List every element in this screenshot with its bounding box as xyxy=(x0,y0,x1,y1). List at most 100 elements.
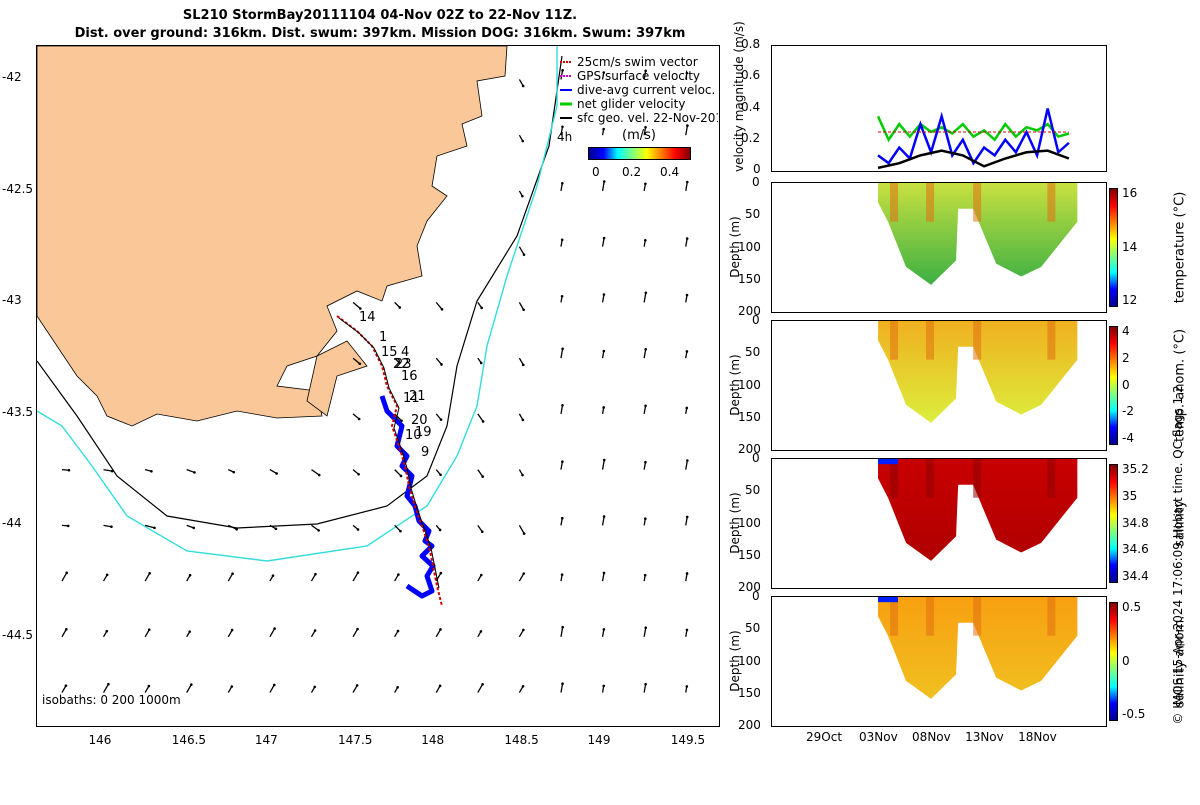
section-plot-salinity xyxy=(878,459,1078,561)
station-label: 9 xyxy=(421,445,429,460)
section-streak xyxy=(926,321,935,360)
section-y-tick: 200 xyxy=(738,718,761,732)
section-streak xyxy=(1047,183,1056,222)
velocity-y-tick: 0.8 xyxy=(741,37,761,51)
velocity-arrow xyxy=(560,238,564,247)
velocity-arrow xyxy=(435,357,443,366)
velocity-arrow xyxy=(518,572,526,582)
velocity-arrow xyxy=(601,628,606,637)
velocity-arrow xyxy=(269,627,276,638)
map-x-tick: 147 xyxy=(254,733,278,747)
velocity-arrow xyxy=(61,468,71,472)
svg-text:net glider velocity: net glider velocity xyxy=(577,97,685,111)
velocity-arrow xyxy=(518,469,524,477)
colorbar-tick: -4 xyxy=(1122,431,1134,445)
velocity-arrow xyxy=(685,180,689,192)
velocity-arrow xyxy=(560,69,564,80)
velocity-series-line xyxy=(877,149,1070,170)
svg-text:sfc geo. vel. 22-Nov-2011: sfc geo. vel. 22-Nov-2011 xyxy=(577,111,718,125)
section-streak xyxy=(926,459,935,498)
station-label: 16 xyxy=(401,369,418,384)
velocity-axes xyxy=(771,45,1107,172)
legend-entry: GPS surface velocity xyxy=(560,69,700,83)
velocity-arrow xyxy=(102,682,110,693)
section-y-tick: 0 xyxy=(752,589,760,603)
colorbar-tick: -0.5 xyxy=(1122,707,1146,721)
map-y-tick: -43.5 xyxy=(2,404,34,419)
section-axes-temp-anom xyxy=(771,320,1107,451)
section-streak xyxy=(926,183,935,222)
velocity-arrow xyxy=(685,685,689,693)
velocity-arrow xyxy=(103,468,114,473)
velocity-arrow xyxy=(435,684,442,693)
map-x-tick: 149.5 xyxy=(670,733,706,747)
colorbar-tick: 0 xyxy=(1122,377,1130,392)
section-y-tick: 200 xyxy=(738,580,761,594)
velocity-arrow xyxy=(560,181,564,192)
velocity-arrow xyxy=(560,125,564,136)
isobath-label: isobaths: 0 200 1000m xyxy=(42,693,181,707)
velocity-arrow xyxy=(269,524,278,531)
velocity-arrow xyxy=(186,683,193,693)
station-label: 14 xyxy=(359,310,376,325)
velocity-arrow xyxy=(518,134,525,143)
velocity-y-tick: 0 xyxy=(753,162,761,176)
glider-track xyxy=(336,315,443,607)
velocity-arrow xyxy=(643,682,647,693)
velocity-arrow xyxy=(394,629,400,638)
svg-text:25cm/s swim vector: 25cm/s swim vector xyxy=(577,55,698,69)
velocity-arrow xyxy=(560,347,564,359)
section-colorbar xyxy=(1109,188,1118,307)
velocity-arrow xyxy=(352,627,359,638)
map-legend: 25cm/s swim vector GPS surface velocity di… xyxy=(558,52,731,137)
velocity-arrow xyxy=(435,628,442,638)
velocity-arrow xyxy=(269,574,275,582)
colorbar-label: temperature (°C) xyxy=(1172,191,1188,303)
section-colorbar xyxy=(1109,602,1118,721)
velocity-arrow xyxy=(643,404,647,414)
velocity-arrow xyxy=(227,685,234,693)
velocity-arrow xyxy=(186,630,192,638)
velocity-arrow xyxy=(685,71,689,80)
section-streak xyxy=(890,183,899,222)
velocity-arrow xyxy=(144,628,151,638)
section-y-tick: 50 xyxy=(745,483,761,498)
colorbar-tick: 34.4 xyxy=(1122,569,1149,583)
colorbar-tick: 0 xyxy=(1122,653,1130,668)
time-tick: 03Nov xyxy=(859,730,898,744)
velocity-arrow xyxy=(352,469,360,476)
velocity-arrow xyxy=(394,469,403,478)
velocity-arrow xyxy=(560,460,564,470)
velocity-arrow xyxy=(601,127,605,136)
map-x-tick: 146.5 xyxy=(171,733,207,747)
colorbar-tick-1: 0.2 xyxy=(622,165,642,179)
section-y-tick: 0 xyxy=(752,451,760,465)
velocity-arrow xyxy=(477,413,485,423)
station-label: 15 xyxy=(381,345,398,360)
velocity-arrow xyxy=(518,525,526,535)
velocity-arrow xyxy=(643,347,648,359)
section-plot-temp-anom xyxy=(878,321,1078,423)
velocity-arrow xyxy=(643,126,647,136)
velocity-arrow xyxy=(394,301,402,309)
section-colorbar xyxy=(1109,464,1118,583)
speed-colorbar xyxy=(588,147,691,160)
section-streak xyxy=(973,183,982,222)
colorbar-tick: 12 xyxy=(1122,293,1138,307)
velocity-arrow xyxy=(352,524,360,531)
map-x-tick: 148 xyxy=(421,733,445,747)
isobath-1000m xyxy=(37,46,558,562)
velocity-arrow xyxy=(643,291,648,303)
section-y-tick: 0 xyxy=(752,175,760,189)
section-y-tick: 100 xyxy=(738,653,761,668)
velocity-arrow xyxy=(518,413,525,422)
velocity-arrow xyxy=(394,357,401,365)
colorbar-tick: 16 xyxy=(1122,186,1138,200)
velocity-arrow xyxy=(685,237,689,247)
section-surface-band xyxy=(878,597,899,603)
velocity-arrow xyxy=(186,573,192,582)
velocity-arrow xyxy=(601,684,606,693)
map-y-tick: -44 xyxy=(2,516,22,531)
section-ylabel: Depth (m) xyxy=(728,629,742,692)
